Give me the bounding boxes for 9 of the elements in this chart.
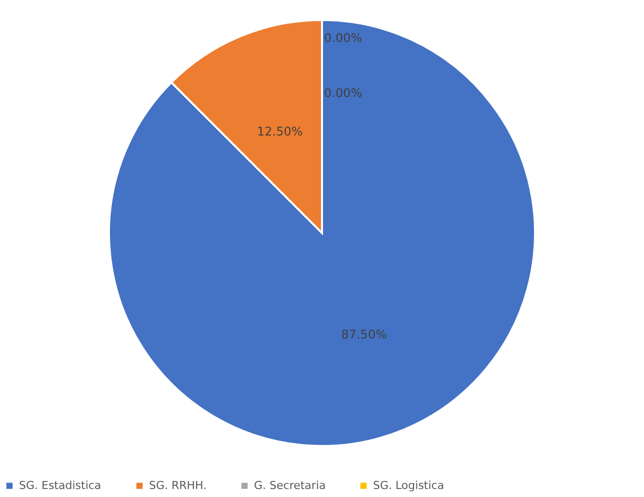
legend-label: SG. Logistica (373, 478, 444, 492)
pie-slice (108, 19, 536, 447)
data-label: 87.50% (341, 328, 387, 342)
text: 0.00% (324, 31, 362, 45)
legend-label: SG. Estadistica (19, 478, 102, 492)
legend-label: SG. RRHH. (149, 478, 207, 492)
data-label: 12.50% (257, 124, 303, 138)
legend-label: G. Secretaria (254, 478, 326, 492)
text: 0.00% (324, 86, 362, 100)
